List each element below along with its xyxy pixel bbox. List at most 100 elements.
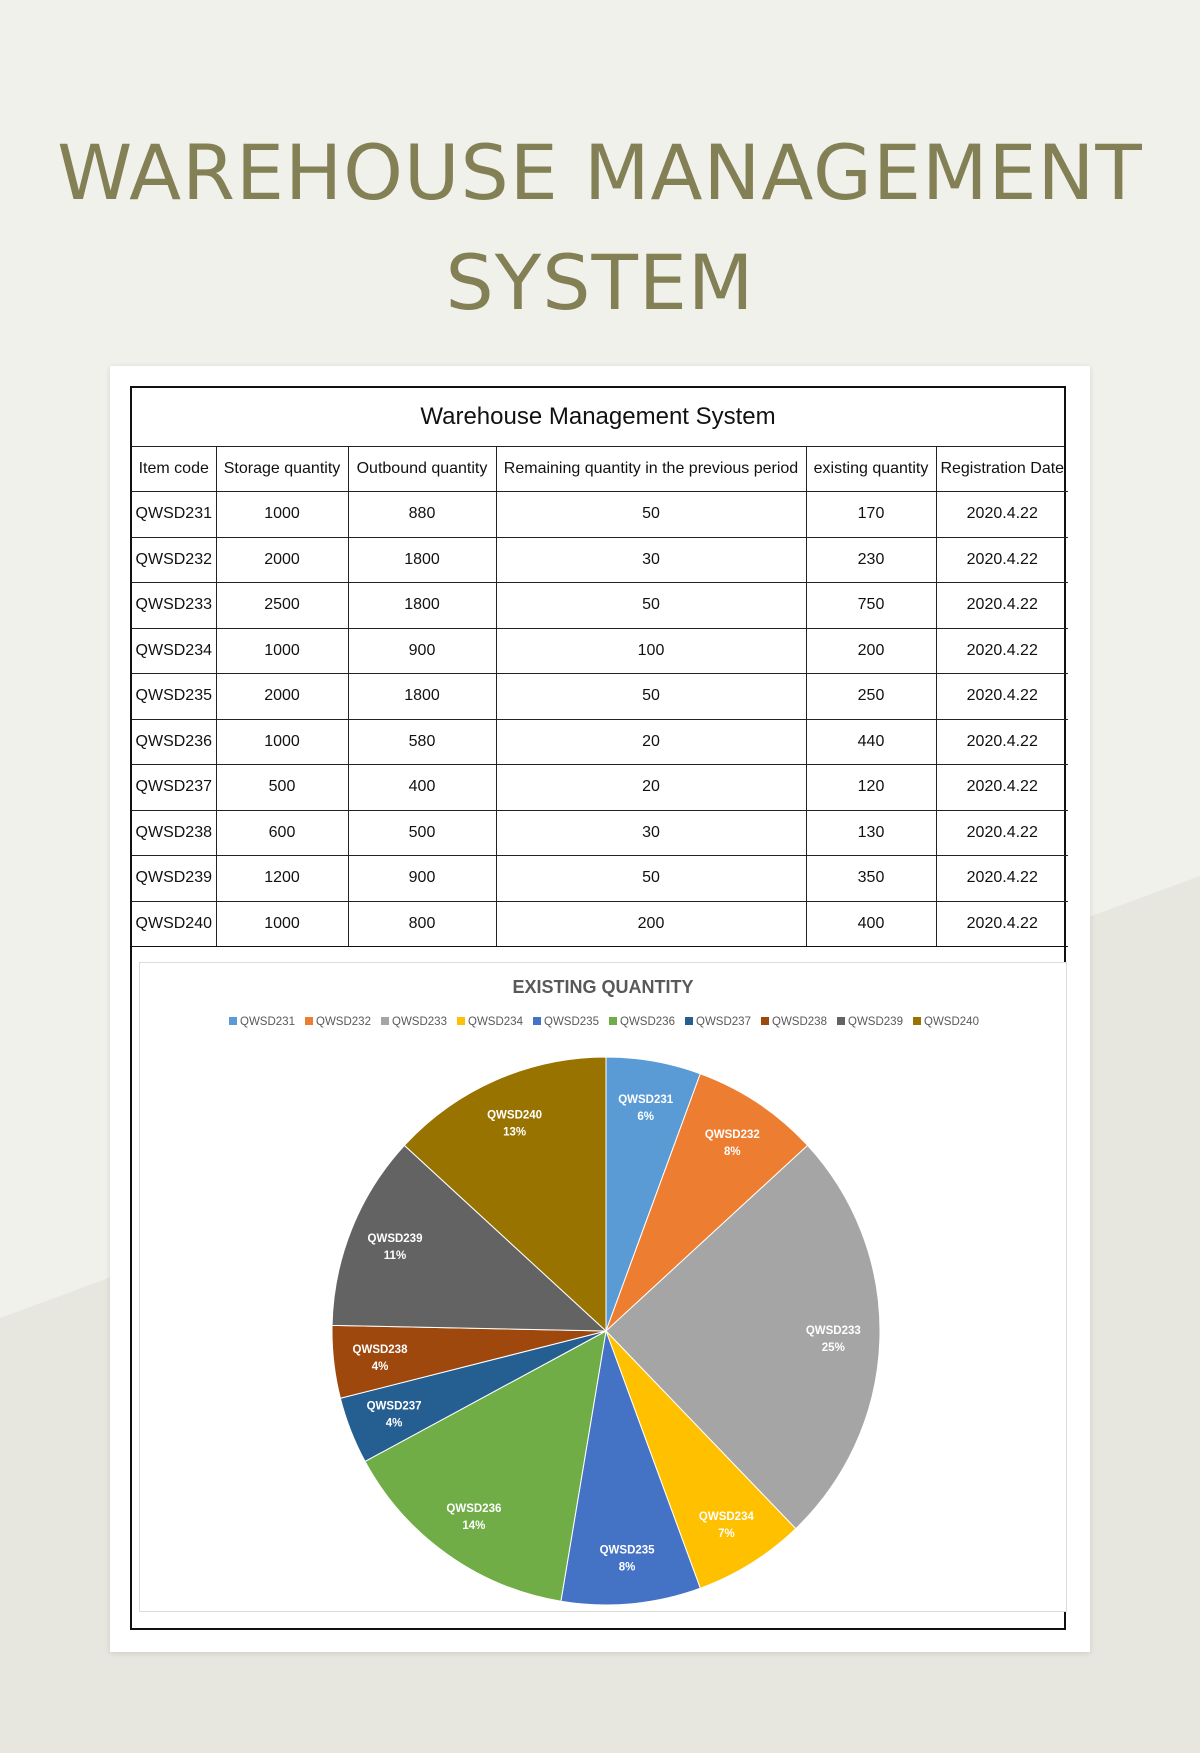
cell-storage-quantity: 2500	[215, 582, 349, 629]
cell-item-code: QWSD233	[132, 582, 217, 629]
cell-existing-quantity: 440	[805, 718, 937, 765]
legend-label: QWSD235	[544, 1016, 599, 1028]
cell-outbound-quantity: 880	[347, 491, 497, 538]
page-title-line-1: WAREHOUSE MANAGEMENT	[57, 128, 1143, 217]
cell-item-code: QWSD237	[132, 764, 217, 811]
cell-storage-quantity: 1000	[215, 627, 349, 674]
cell-existing-quantity: 250	[805, 673, 937, 720]
legend-swatch	[381, 1017, 389, 1025]
cell-outbound-quantity: 500	[347, 809, 497, 856]
cell-outbound-quantity: 1800	[347, 673, 497, 720]
cell-storage-quantity: 600	[215, 809, 349, 856]
slice-label-percent: 6%	[637, 1111, 654, 1123]
legend-swatch	[609, 1017, 617, 1025]
cell-item-code: QWSD236	[132, 718, 217, 765]
column-header-outbound-quantity: Outbound quantity	[347, 447, 497, 492]
page-title-line-2: SYSTEM	[445, 238, 755, 327]
cell-existing-quantity: 130	[805, 809, 937, 856]
pie-chart: EXISTING QUANTITY QWSD231 QWSD232 QWSD233 QW…	[229, 977, 979, 1606]
table-header-row: Item code Storage quantity Outbound quanti…	[132, 447, 1068, 492]
slice-label-name: QWSD236	[446, 1503, 501, 1515]
legend-label: QWSD239	[848, 1016, 903, 1028]
legend-label: QWSD236	[620, 1016, 675, 1028]
cell-storage-quantity: 1200	[215, 855, 349, 902]
cell-item-code: QWSD239	[132, 855, 217, 902]
sheet-title: Warehouse Management System	[132, 388, 1064, 447]
sheet-frame: Warehouse Management System Item code Sto…	[130, 386, 1068, 1630]
column-header-remaining-quantity: Remaining quantity in the previous perio…	[495, 447, 807, 492]
slice-label-name: QWSD238	[353, 1344, 409, 1356]
slice-label-name: QWSD240	[487, 1110, 542, 1122]
cell-registration-date: 2020.4.22	[935, 809, 1068, 856]
cell-remaining-quantity: 200	[495, 900, 807, 947]
legend-label: QWSD231	[240, 1016, 295, 1028]
cell-storage-quantity: 1000	[215, 900, 349, 947]
cell-registration-date: 2020.4.22	[935, 855, 1068, 902]
cell-existing-quantity: 400	[805, 900, 937, 947]
pie-chart-box: EXISTING QUANTITY QWSD231 QWSD232 QWSD233 QW…	[139, 962, 1067, 1612]
table-row: QWSD238 600 500 30 130 2020.4.22	[132, 809, 1068, 856]
legend-label: QWSD233	[392, 1016, 447, 1028]
cell-existing-quantity: 120	[805, 764, 937, 811]
table-row: QWSD235 2000 1800 50 250 2020.4.22	[132, 673, 1068, 720]
cell-item-code: QWSD240	[132, 900, 217, 947]
legend-swatch	[761, 1017, 769, 1025]
slice-label-percent: 4%	[386, 1418, 403, 1430]
table-row: QWSD233 2500 1800 50 750 2020.4.22	[132, 582, 1068, 629]
slice-label-name: QWSD232	[705, 1129, 760, 1141]
spreadsheet-paper: Warehouse Management System Item code Sto…	[110, 366, 1090, 1652]
column-header-storage-quantity: Storage quantity	[215, 447, 349, 492]
cell-existing-quantity: 350	[805, 855, 937, 902]
slice-label-percent: 25%	[822, 1342, 845, 1354]
cell-remaining-quantity: 30	[495, 809, 807, 856]
table-row: QWSD234 1000 900 100 200 2020.4.22	[132, 627, 1068, 674]
pie-slice	[605, 1330, 797, 1589]
table-row: QWSD239 1200 900 50 350 2020.4.22	[132, 855, 1068, 902]
legend-swatch	[837, 1017, 845, 1025]
cell-registration-date: 2020.4.22	[935, 764, 1068, 811]
legend-label: QWSD237	[696, 1016, 751, 1028]
cell-item-code: QWSD231	[132, 491, 217, 538]
cell-registration-date: 2020.4.22	[935, 718, 1068, 765]
table-body: QWSD231 1000 880 50 170 2020.4.22 QWSD232 2000 1…	[132, 491, 1068, 947]
cell-existing-quantity: 230	[805, 536, 937, 583]
legend-swatch	[913, 1017, 921, 1025]
table-row: QWSD240 1000 800 200 400 2020.4.22	[132, 900, 1068, 947]
cell-remaining-quantity: 20	[495, 764, 807, 811]
slice-label-percent: 11%	[384, 1250, 406, 1262]
cell-existing-quantity: 750	[805, 582, 937, 629]
legend-swatch	[229, 1017, 237, 1025]
page-title: WAREHOUSE MANAGEMENT SYSTEM	[0, 118, 1200, 338]
table-row: QWSD236 1000 580 20 440 2020.4.22	[132, 718, 1068, 765]
cell-outbound-quantity: 400	[347, 764, 497, 811]
pie-slice	[364, 1330, 607, 1602]
cell-registration-date: 2020.4.22	[935, 491, 1068, 538]
slice-label-name: QWSD237	[367, 1401, 422, 1413]
slice-label-name: QWSD239	[368, 1233, 423, 1245]
column-header-item-code: Item code	[132, 447, 217, 492]
slice-label-percent: 8%	[619, 1561, 636, 1573]
legend-swatch	[685, 1017, 693, 1025]
legend-swatch	[533, 1017, 541, 1025]
cell-outbound-quantity: 1800	[347, 536, 497, 583]
cell-storage-quantity: 2000	[215, 673, 349, 720]
table-row: QWSD231 1000 880 50 170 2020.4.22	[132, 491, 1068, 538]
cell-remaining-quantity: 100	[495, 627, 807, 674]
cell-registration-date: 2020.4.22	[935, 673, 1068, 720]
pie-slice	[605, 1144, 881, 1530]
cell-existing-quantity: 200	[805, 627, 937, 674]
cell-outbound-quantity: 1800	[347, 582, 497, 629]
cell-item-code: QWSD238	[132, 809, 217, 856]
table-row: QWSD232 2000 1800 30 230 2020.4.22	[132, 536, 1068, 583]
slice-label-percent: 4%	[372, 1361, 389, 1373]
cell-remaining-quantity: 50	[495, 673, 807, 720]
cell-storage-quantity: 1000	[215, 491, 349, 538]
cell-registration-date: 2020.4.22	[935, 627, 1068, 674]
table-row: QWSD237 500 400 20 120 2020.4.22	[132, 764, 1068, 811]
cell-storage-quantity: 2000	[215, 536, 349, 583]
column-header-registration-date: Registration Date	[935, 447, 1068, 492]
slice-label-name: QWSD231	[618, 1094, 674, 1106]
chart-title: EXISTING QUANTITY	[512, 977, 693, 997]
cell-registration-date: 2020.4.22	[935, 536, 1068, 583]
legend-label: QWSD234	[468, 1016, 524, 1028]
